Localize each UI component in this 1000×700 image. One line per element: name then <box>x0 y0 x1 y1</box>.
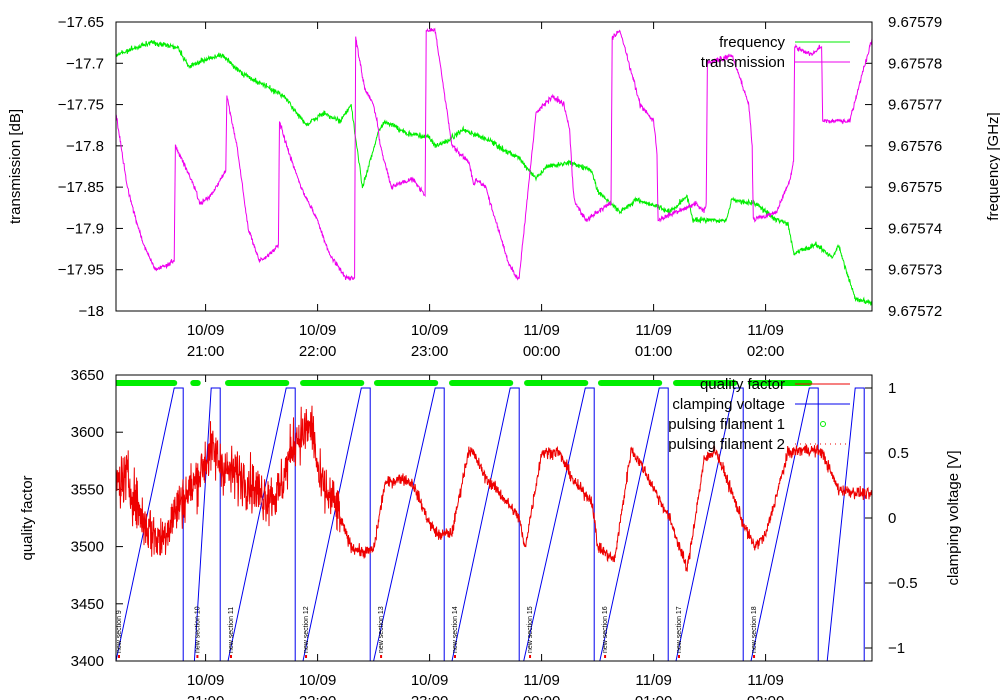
bottom-y2tick-label: 1 <box>888 380 896 397</box>
top-legend-label: frequency <box>719 34 785 51</box>
bottom-y2tick-label: 0.5 <box>888 445 909 462</box>
top-panel: −17.65 −17.7 −17.75 −17.8 −17.85 −17.9 −17.95 −… <box>7 14 1000 360</box>
top-xtick-time: 22:00 <box>299 343 337 360</box>
bottom-xtick-date: 10/09 <box>411 672 449 689</box>
top-xtick-date: 10/09 <box>187 322 225 339</box>
bottom-legend: quality factor clamping voltage pulsing fi… <box>668 376 850 453</box>
top-ytick-label: −17.9 <box>66 220 104 237</box>
bottom-xtick-time: 21:00 <box>187 693 225 700</box>
top-ylabel: transmission [dB] <box>7 109 24 224</box>
top-y2tick-label: 9.67577 <box>888 97 942 114</box>
section-marker <box>118 655 120 658</box>
bottom-xtick-time: 00:00 <box>523 693 561 700</box>
top-plot-frame <box>115 21 873 312</box>
section-marker <box>305 655 308 658</box>
bottom-plot-frame <box>115 374 873 662</box>
top-xtick-time: 01:00 <box>635 343 673 360</box>
bottom-ytick-label: 3600 <box>71 424 104 441</box>
bottom-xtick-date: 11/09 <box>747 672 783 689</box>
bottom-xtick-time: 01:00 <box>635 693 673 700</box>
bottom-ytick-label: 3650 <box>71 367 104 384</box>
bottom-xtick-date: 10/09 <box>299 672 337 689</box>
frequency-series-line <box>116 40 872 306</box>
top-legend: frequency transmission <box>701 34 850 71</box>
bottom-xtick-date: 11/09 <box>523 672 559 689</box>
section-marker <box>604 655 607 658</box>
top-y2tick-label: 9.67578 <box>888 55 942 72</box>
section-marker <box>230 655 232 658</box>
transmission-series-line <box>116 27 872 281</box>
top-ytick-label: −17.65 <box>58 14 104 31</box>
bottom-panel: 3650 3600 3550 3500 3450 3400 1 0.5 0 −0.5 −1 10/09… <box>19 367 962 700</box>
section-marker <box>196 655 199 658</box>
top-y2tick-label: 9.67579 <box>888 14 942 31</box>
section-label: new section 10 <box>194 606 201 653</box>
top-xtick-date: 11/09 <box>635 322 671 339</box>
bottom-legend-marker <box>820 421 826 427</box>
section-label: new section 12 <box>303 606 310 653</box>
top-ytick-label: −18 <box>79 303 104 320</box>
top-xtick-date: 11/09 <box>747 322 783 339</box>
bottom-legend-label: clamping voltage <box>672 396 785 413</box>
top-series-group <box>116 27 872 306</box>
top-ytick-label: −17.85 <box>58 179 104 196</box>
bottom-ytick-label: 3550 <box>71 481 104 498</box>
section-marker <box>380 655 383 658</box>
bottom-series-group: new section 9 new section 10 new section 1… <box>116 380 872 661</box>
bottom-ylabel: quality factor <box>19 475 36 560</box>
section-label: new section 16 <box>602 606 609 653</box>
top-xtick-time: 23:00 <box>411 343 449 360</box>
top-y2tick-label: 9.67572 <box>888 303 942 320</box>
top-ytick-label: −17.8 <box>66 138 104 155</box>
bottom-ytick-label: 3500 <box>71 539 104 556</box>
top-xtick-time: 21:00 <box>187 343 225 360</box>
top-ytick-label: −17.7 <box>66 55 104 72</box>
top-y2label: frequency [GHz] <box>985 112 1000 220</box>
bottom-xtick-date: 10/09 <box>187 672 225 689</box>
clamping-voltage-series-line <box>116 387 865 661</box>
top-xtick-time: 00:00 <box>523 343 561 360</box>
top-xtick-date: 10/09 <box>299 322 337 339</box>
bottom-y2tick-label: 0 <box>888 510 896 527</box>
top-y2tick-label: 9.67576 <box>888 138 942 155</box>
top-xtick-date: 10/09 <box>411 322 449 339</box>
bottom-xtick-time: 22:00 <box>299 693 337 700</box>
bottom-y2tick-label: −1 <box>888 640 905 657</box>
section-label: new section 15 <box>527 606 534 653</box>
section-label: new section 9 <box>116 610 123 653</box>
bottom-xtick-time: 23:00 <box>411 693 449 700</box>
section-label: new section 17 <box>676 606 683 653</box>
section-label: new section 14 <box>452 606 459 653</box>
section-marker <box>678 655 680 658</box>
bottom-legend-label: quality factor <box>700 376 785 393</box>
section-marker <box>753 655 756 658</box>
bottom-xtick-date: 11/09 <box>635 672 671 689</box>
top-y2tick-label: 9.67573 <box>888 262 942 279</box>
top-xtick-time: 02:00 <box>747 343 785 360</box>
top-ytick-label: −17.95 <box>58 262 104 279</box>
bottom-ytick-label: 3400 <box>71 653 104 670</box>
section-label: new section 18 <box>751 606 758 653</box>
top-legend-label: transmission <box>701 54 785 71</box>
bottom-ytick-label: 3450 <box>71 596 104 613</box>
top-y2tick-label: 9.67575 <box>888 179 942 196</box>
bottom-legend-label: pulsing filament 1 <box>668 416 785 433</box>
quality-factor-series-line <box>116 405 872 572</box>
section-marker <box>529 655 532 658</box>
bottom-xtick-time: 02:00 <box>747 693 785 700</box>
bottom-y2label: clamping voltage [V] <box>945 450 962 585</box>
section-label: new section 11 <box>228 607 235 653</box>
top-y2tick-label: 9.67574 <box>888 220 942 237</box>
top-xtick-date: 11/09 <box>523 322 559 339</box>
section-marker <box>454 655 456 658</box>
bottom-legend-label: pulsing filament 2 <box>668 436 785 453</box>
section-label: new section 13 <box>378 606 385 653</box>
top-ytick-label: −17.75 <box>58 97 104 114</box>
bottom-y2tick-label: −0.5 <box>888 575 918 592</box>
